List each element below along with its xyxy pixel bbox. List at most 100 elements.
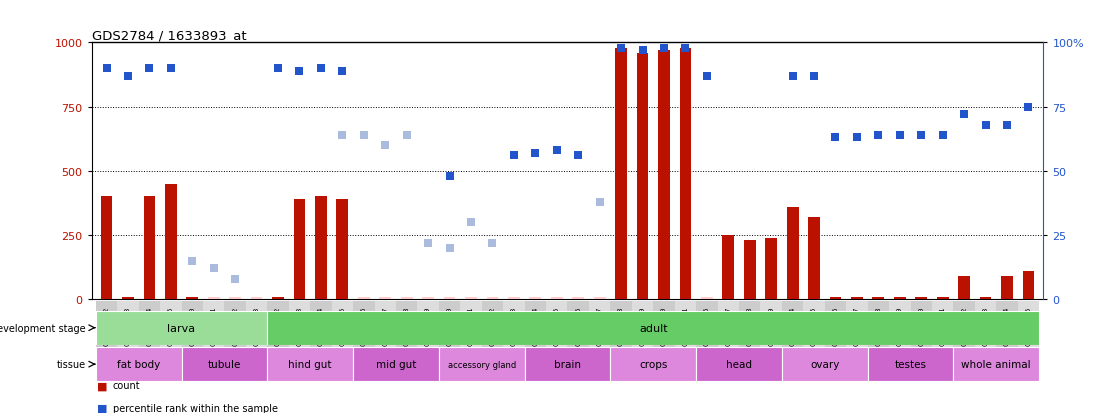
Point <box>227 275 244 282</box>
Bar <box>632 301 653 347</box>
Bar <box>567 301 589 347</box>
Bar <box>739 301 760 347</box>
Bar <box>401 297 413 299</box>
Point <box>1020 104 1038 111</box>
Text: whole animal: whole animal <box>962 359 1031 369</box>
Bar <box>203 301 224 347</box>
Bar <box>696 301 718 347</box>
Bar <box>229 297 241 299</box>
Bar <box>117 301 138 347</box>
Bar <box>867 301 889 347</box>
Bar <box>760 301 782 347</box>
Text: ■: ■ <box>97 380 107 390</box>
Bar <box>315 197 327 299</box>
Bar <box>482 301 503 347</box>
Point <box>613 45 631 52</box>
Bar <box>160 301 182 347</box>
Bar <box>573 297 584 299</box>
Bar <box>246 301 268 347</box>
Point <box>334 132 352 139</box>
Bar <box>251 297 262 299</box>
Bar <box>787 207 799 299</box>
Bar <box>953 347 1039 381</box>
Text: tubule: tubule <box>208 359 241 369</box>
Bar <box>525 301 546 347</box>
Bar <box>932 301 953 347</box>
Bar <box>936 297 949 299</box>
Point <box>976 122 994 128</box>
Bar <box>96 311 268 345</box>
Bar <box>804 301 825 347</box>
Bar <box>487 297 499 299</box>
Point <box>441 173 459 180</box>
Point <box>205 266 223 272</box>
Bar <box>122 297 134 299</box>
Bar <box>1022 271 1035 299</box>
Text: percentile rank within the sample: percentile rank within the sample <box>113 403 278 413</box>
Text: crops: crops <box>639 359 667 369</box>
Bar <box>894 297 906 299</box>
Bar <box>268 301 289 347</box>
Bar <box>460 301 482 347</box>
Bar <box>744 240 756 299</box>
Bar <box>224 301 246 347</box>
Point <box>290 68 308 75</box>
Text: accessory gland: accessory gland <box>448 360 516 369</box>
Bar <box>594 297 606 299</box>
Bar <box>182 301 203 347</box>
Bar <box>186 297 199 299</box>
Bar <box>289 301 310 347</box>
Bar <box>915 297 927 299</box>
Bar <box>546 301 567 347</box>
Bar <box>867 347 953 381</box>
Bar <box>353 347 439 381</box>
Bar <box>138 301 160 347</box>
Bar <box>144 197 155 299</box>
Point <box>698 74 715 80</box>
Bar <box>696 347 782 381</box>
Bar <box>529 297 541 299</box>
Bar <box>358 297 369 299</box>
Bar <box>165 184 176 299</box>
Point <box>376 142 394 149</box>
Bar <box>615 48 627 299</box>
Bar <box>766 238 777 299</box>
Bar <box>1001 276 1013 299</box>
Point <box>183 258 201 264</box>
Bar <box>272 297 283 299</box>
Bar <box>680 48 691 299</box>
Point <box>590 199 608 205</box>
Bar <box>208 297 220 299</box>
Point <box>504 153 522 159</box>
Bar <box>975 301 997 347</box>
Point <box>805 74 822 80</box>
Point <box>548 147 566 154</box>
Point <box>420 240 437 247</box>
Bar <box>551 297 562 299</box>
Point <box>676 45 694 52</box>
Bar <box>852 297 863 299</box>
Text: count: count <box>113 380 141 390</box>
Text: brain: brain <box>554 359 581 369</box>
Bar <box>722 235 734 299</box>
Bar <box>268 311 1039 345</box>
Point <box>462 219 480 226</box>
Bar <box>417 301 439 347</box>
Bar <box>294 199 306 299</box>
Text: ovary: ovary <box>810 359 839 369</box>
Bar <box>675 301 696 347</box>
Point <box>912 132 930 139</box>
Bar <box>508 297 520 299</box>
Point <box>441 245 459 252</box>
Point <box>119 74 137 80</box>
Bar <box>375 301 396 347</box>
Bar <box>610 301 632 347</box>
Bar <box>808 218 820 299</box>
Point <box>527 150 545 157</box>
Point <box>355 132 373 139</box>
Bar <box>658 51 670 299</box>
Point <box>891 132 908 139</box>
Bar <box>353 301 375 347</box>
Bar <box>636 54 648 299</box>
Bar <box>444 297 455 299</box>
